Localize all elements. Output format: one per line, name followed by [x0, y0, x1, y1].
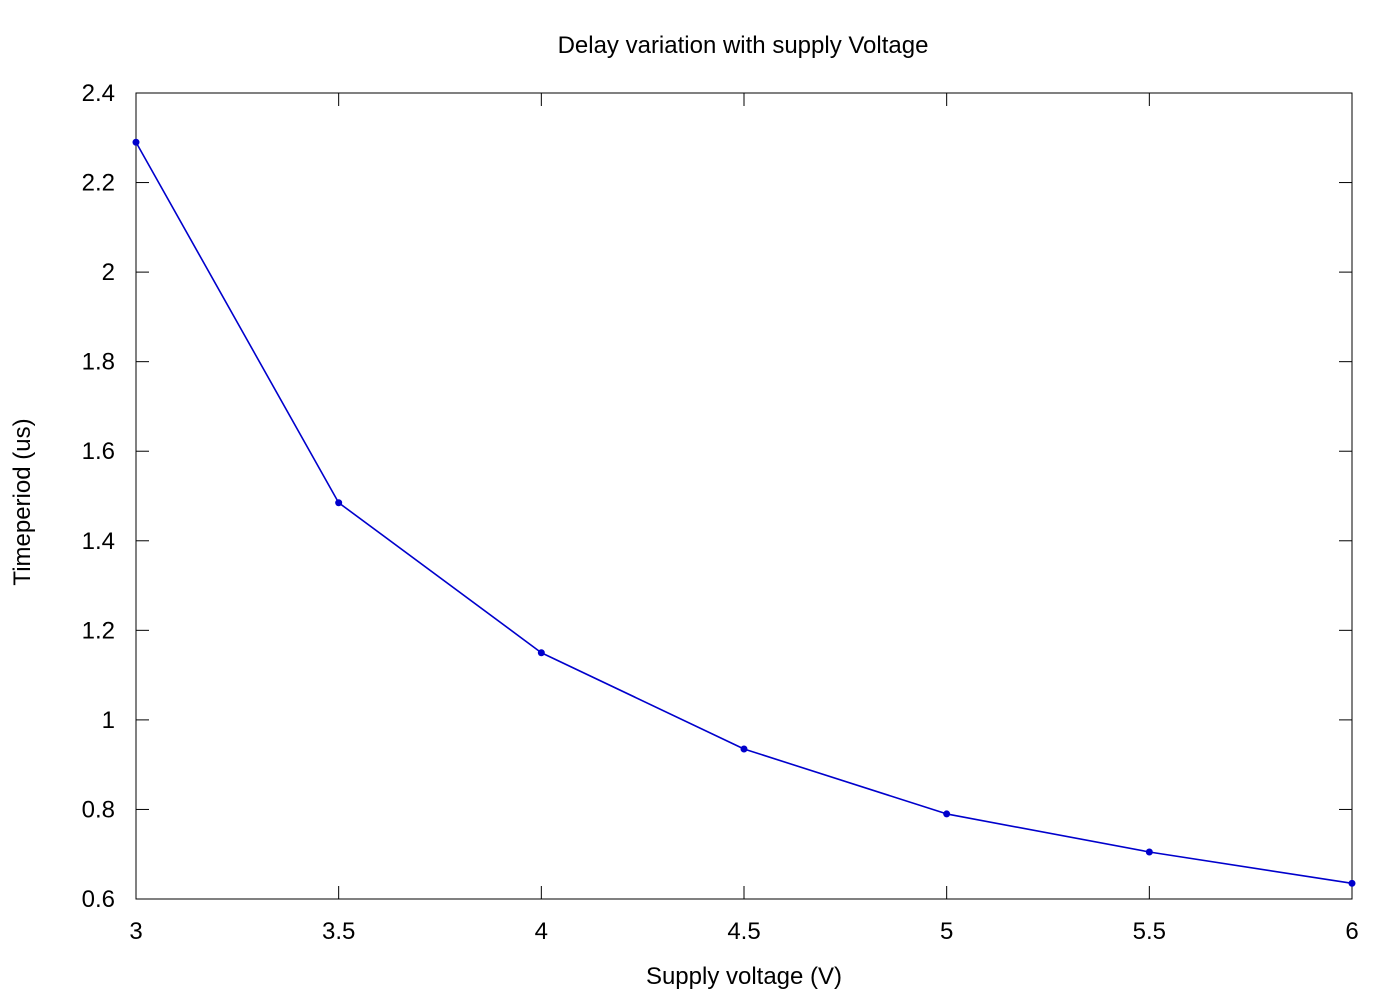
x-tick-label: 3.5 — [322, 918, 355, 945]
y-tick-label: 0.6 — [82, 886, 115, 913]
data-point — [740, 745, 748, 753]
data-point — [537, 649, 545, 657]
data-point — [335, 499, 343, 507]
x-tick-label: 6 — [1345, 918, 1358, 945]
y-tick-label: 2.4 — [82, 80, 115, 107]
x-axis-label: Supply voltage (V) — [646, 963, 842, 990]
y-tick-label: 1.2 — [82, 617, 115, 644]
series-line — [135, 141, 1353, 885]
x-tick-label: 4.5 — [727, 918, 760, 945]
y-tick-label: 1 — [102, 707, 115, 734]
y-tick-label: 1.4 — [82, 528, 115, 555]
y-tick-label: 2 — [102, 259, 115, 286]
x-tick-label: 5.5 — [1133, 918, 1166, 945]
y-tick-label: 2.2 — [82, 170, 115, 197]
series-layer — [132, 138, 1356, 887]
y-tick-label: 1.8 — [82, 349, 115, 376]
x-tick-label: 3 — [129, 918, 142, 945]
y-tick-label: 0.8 — [82, 796, 115, 823]
data-point — [1145, 848, 1153, 856]
data-point — [1348, 879, 1356, 887]
x-tick-label: 5 — [940, 918, 953, 945]
data-point — [132, 138, 140, 146]
y-tick-label: 1.6 — [82, 438, 115, 465]
x-axis-ticks: 3 3.5 4 4.5 5 5.5 6 — [129, 93, 1359, 945]
x-tick-label: 4 — [535, 918, 548, 945]
data-point — [943, 810, 951, 818]
chart-title: Delay variation with supply Voltage — [558, 32, 929, 59]
plot-area-frame — [135, 92, 1353, 900]
y-axis-label: Timeperiod (us) — [9, 418, 36, 585]
y-axis-ticks: 0.6 0.8 1 1.2 1.4 1.6 1.8 2 2.2 2.4 — [82, 80, 1352, 913]
